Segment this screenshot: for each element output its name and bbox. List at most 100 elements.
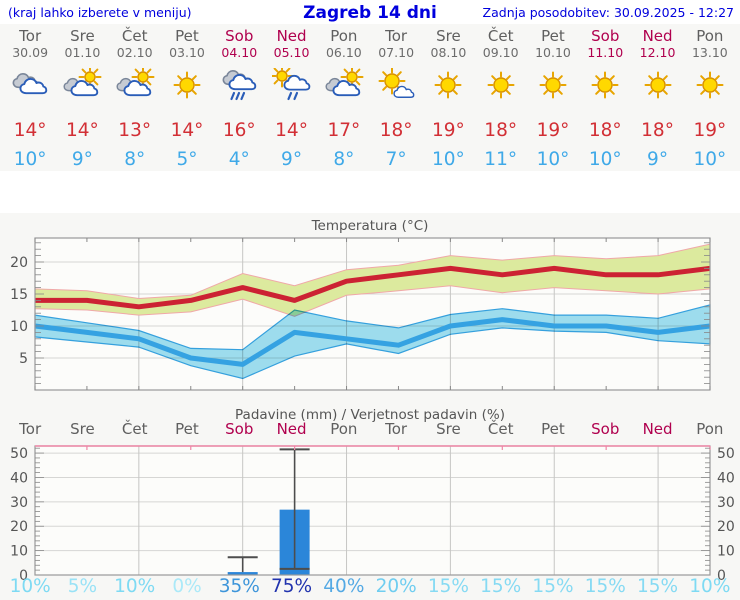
sunny-icon (173, 71, 201, 99)
max-temperature-label: 18° (588, 120, 622, 141)
min-temperature-label: 7° (385, 149, 407, 170)
sunny-icon (644, 71, 672, 99)
day-name-label: Sre (70, 27, 95, 45)
precip-day-label: Ned (276, 420, 307, 438)
weather-icon-box (422, 61, 474, 116)
precipitation-chart-title: Padavine (mm) / Verjetnost padavin (%) (235, 407, 505, 423)
precip-day-label: Tor (19, 420, 42, 438)
min-temperature-label: 8° (124, 149, 146, 170)
precip-day-label: Sob (225, 420, 254, 438)
weather-icon-box (684, 61, 736, 116)
sunny-icon (539, 71, 567, 99)
forecast-day: Ned 12.10 18° 9° (631, 27, 683, 174)
temperature-chart: 5 10 15 20 (10, 237, 711, 391)
precip-day-label: Pet (175, 420, 199, 438)
sunny-icon (434, 71, 462, 99)
weather-icon-box (318, 61, 370, 116)
svg-text:20: 20 (10, 255, 28, 271)
cloudy-icon (12, 72, 48, 95)
precip-probability-label: 75% (271, 576, 313, 597)
day-name-label: Pon (696, 27, 724, 45)
mostly-sunny-icon (378, 67, 415, 98)
menu-hint-note: (kraj lahko izberete v meniju) (8, 5, 192, 20)
min-temperature-label: 10° (588, 149, 622, 170)
precip-probability-label: 10% (9, 576, 51, 597)
svg-text:10: 10 (10, 544, 28, 560)
day-name-label: Tor (385, 27, 408, 45)
sunny-icon (696, 71, 724, 99)
precip-day-label: Tor (385, 420, 408, 438)
precipitation-day-labels: Tor Sre Čet Pet Sob Ned Pon Tor Sre Čet Pet Sob Ned P… (4, 421, 736, 438)
weather-icon-box (475, 61, 527, 116)
weather-icon-box (213, 61, 265, 116)
max-temperature-label: 14° (13, 120, 47, 141)
day-name-label: Pet (175, 27, 199, 45)
forecast-day: Pet 10.10 19° 10° (527, 27, 579, 174)
svg-text:50: 50 (10, 446, 28, 462)
precip-probability-label: 20% (375, 576, 417, 597)
max-temperature-label: 19° (432, 120, 465, 141)
weather-icon-box (631, 61, 683, 116)
min-temperature-label: 9° (281, 149, 303, 170)
day-date-label: 12.10 (639, 45, 676, 60)
day-date-label: 10.10 (535, 45, 571, 60)
svg-text:30: 30 (717, 495, 735, 511)
max-temperature-label: 14° (275, 120, 308, 141)
page-title: Zagreb 14 dni (303, 3, 437, 23)
svg-text:10: 10 (10, 319, 28, 335)
forecast-day: Pet 03.10 14° 5° (161, 27, 213, 174)
day-name-label: Čet (121, 27, 148, 45)
temperature-chart-title: Temperatura (°C) (311, 218, 429, 234)
precip-day-label: Sob (591, 420, 620, 438)
precip-probability-label: 5% (67, 576, 98, 597)
precip-probability-label: 15% (637, 576, 679, 597)
forecast-day: Sre 01.10 14° 9° (56, 27, 108, 174)
day-date-label: 02.10 (116, 45, 153, 60)
svg-text:15: 15 (10, 287, 28, 303)
precipitation-chart: 0 0 10 10 20 20 30 30 40 40 50 50 (10, 445, 735, 584)
day-name-label: Tor (19, 27, 42, 45)
svg-text:40: 40 (10, 470, 28, 486)
day-date-label: 11.10 (587, 45, 624, 60)
partly-cloudy-icon (63, 65, 102, 97)
forecast-day: Sob 04.10 16° 4° (213, 27, 265, 174)
precipitation-probability-row: 10% 5% 10% 0% 35% 75% 40% 20% 15% 15% 15% 15% 15% 10% (4, 575, 736, 598)
day-name-label: Sob (225, 27, 254, 45)
min-temperature-label: 10° (536, 149, 570, 170)
forecast-strip-background (0, 24, 740, 171)
sunny-icon (487, 71, 515, 99)
day-name-label: Pon (330, 27, 358, 45)
svg-text:0: 0 (19, 568, 28, 584)
precip-probability-label: 35% (218, 576, 260, 597)
precip-probability-label: 40% (323, 576, 365, 597)
max-temperature-label: 14° (170, 120, 204, 141)
precip-probability-label: 10% (689, 576, 731, 597)
max-temperature-label: 14° (66, 120, 99, 141)
day-name-label: Pet (541, 27, 565, 45)
day-date-label: 09.10 (482, 45, 519, 60)
precip-probability-label: 0% (172, 576, 202, 597)
min-temperature-label: 5° (176, 149, 198, 170)
weather-icon-box (265, 61, 317, 116)
precip-probability-label: 15% (480, 576, 522, 597)
day-date-label: 04.10 (221, 45, 258, 60)
weather-icon-box (56, 61, 108, 116)
partly-cloudy-icon (116, 65, 155, 97)
forecast-day: Tor 07.10 18° 7° (370, 27, 422, 174)
forecast-day: Ned 05.10 14° 9° (265, 27, 317, 174)
precip-day-label: Čet (487, 420, 514, 438)
day-date-label: 07.10 (378, 45, 415, 60)
max-temperature-label: 19° (536, 120, 570, 141)
min-temperature-label: 11° (484, 149, 518, 170)
forecast-day: Pon 13.10 19° 10° (684, 27, 736, 174)
day-date-label: 30.09 (12, 45, 49, 60)
forecast-day: Tor 30.09 14° 10° (4, 27, 56, 174)
forecast-day: Sob 11.10 18° 10° (579, 27, 631, 174)
min-temperature-label: 9° (647, 149, 669, 170)
min-temperature-label: 10° (693, 149, 727, 170)
precip-day-label: Sre (436, 420, 461, 438)
min-temperature-label: 4° (228, 149, 250, 170)
partly-cloudy-icon (325, 65, 364, 97)
weather-icon-box (527, 61, 579, 116)
